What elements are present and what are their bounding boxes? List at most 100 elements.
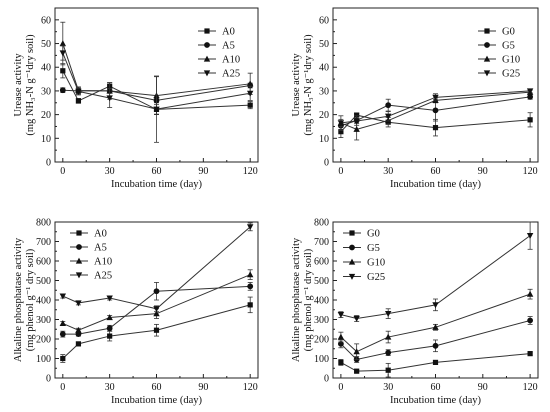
legend-label: G25 [367, 272, 385, 283]
data-point-A5 [106, 325, 113, 332]
legend-marker [484, 42, 490, 48]
series-A25 [59, 222, 254, 313]
data-point-G25 [337, 120, 345, 127]
x-tick-label: 30 [383, 166, 393, 177]
x-tick-label: 30 [105, 382, 115, 393]
y-tick-label: 100 [314, 354, 329, 365]
data-point-G5 [337, 340, 344, 347]
legend: G0 G5 G10 G25 [343, 229, 385, 283]
data-point-G0 [527, 351, 533, 357]
x-tick-label: 90 [198, 382, 208, 393]
legend-marker [348, 273, 356, 280]
data-point-G25 [432, 94, 439, 101]
data-point-A10 [106, 314, 113, 321]
chart-panel-b: 0 30 60 90 120 0 10 20 30 40 50 60 Incubation time (… [291, 7, 539, 190]
data-point-A25 [246, 224, 254, 231]
y-axis-label: Urease activity [13, 53, 24, 117]
legend-label: A5 [222, 41, 235, 52]
legend-marker [204, 42, 210, 48]
y-tick-label: 20 [319, 110, 329, 121]
data-point-A5 [59, 87, 66, 94]
y-tick-label: 200 [314, 335, 329, 346]
data-point-G5 [527, 93, 534, 100]
y-tick-label: 800 [314, 218, 329, 229]
legend-marker [349, 230, 355, 236]
data-point-G5 [527, 317, 534, 324]
data-point-G10 [337, 333, 345, 340]
legend-label: A10 [94, 257, 112, 268]
y-tick-label: 100 [36, 354, 51, 365]
legend-marker [204, 28, 210, 34]
data-point-G10 [432, 323, 439, 330]
data-point-G0 [385, 367, 391, 373]
y-tick-label: 0 [324, 374, 329, 385]
legend-marker [203, 70, 211, 77]
chart-panel-a: 0 30 60 90 120 0 10 20 30 40 50 60 Incubation time (… [13, 7, 259, 190]
x-tick-label: 90 [198, 166, 208, 177]
y-tick-label: 800 [36, 218, 51, 229]
data-point-G25 [384, 311, 392, 318]
y-tick-label: 300 [36, 315, 51, 326]
x-axis-label: Incubation time (day) [390, 179, 481, 190]
y-tick-label: 60 [319, 15, 329, 26]
y-tick-label: 700 [314, 237, 329, 248]
legend-label: G5 [367, 243, 380, 254]
legend-label: G25 [502, 69, 520, 80]
data-point-A10 [246, 271, 254, 278]
x-tick-label: 120 [523, 166, 538, 177]
data-point-G0 [354, 112, 360, 118]
x-tick-label: 0 [60, 382, 65, 393]
series-G10 [337, 288, 534, 360]
legend-marker [349, 244, 355, 251]
y-axis-label: (mg NH₃-N g⁻¹dry soil) [25, 34, 36, 136]
data-point-G10 [353, 125, 360, 132]
x-tick-label: 60 [152, 166, 162, 177]
y-tick-label: 700 [36, 237, 51, 248]
y-axis-label: Alkaline phosphatase activity [13, 237, 24, 362]
y-tick-label: 50 [319, 39, 329, 50]
series-A10 [59, 269, 254, 333]
series-G0 [338, 351, 533, 378]
data-point-A0 [153, 327, 160, 333]
data-point-A10 [246, 80, 254, 87]
y-tick-label: 60 [41, 15, 51, 26]
data-point-G0 [432, 359, 439, 365]
y-tick-label: 600 [314, 257, 329, 268]
y-tick-label: 400 [314, 296, 329, 307]
x-axis-label: Incubation time (day) [111, 395, 202, 406]
y-tick-label: 50 [41, 39, 51, 50]
y-tick-label: 20 [41, 110, 51, 121]
legend-label: A0 [222, 27, 235, 38]
data-point-G5 [385, 102, 392, 109]
data-point-A10 [75, 326, 82, 333]
legend-marker [75, 272, 83, 279]
data-point-A25 [75, 88, 82, 95]
y-tick-label: 30 [319, 86, 329, 97]
data-point-A10 [59, 40, 67, 47]
y-tick-label: 40 [41, 63, 51, 74]
y-axis-label: Alkaline phosphatase activity [291, 237, 302, 362]
legend: A0 A5 A10 A25 [70, 229, 112, 282]
legend-marker [203, 55, 211, 62]
data-point-A25 [153, 106, 160, 113]
chart-panel-d: 0 30 60 90 120 0 100 200 300 400 500 600 700 800 Incub… [291, 218, 539, 406]
series-G25 [337, 88, 534, 127]
data-point-A5 [247, 283, 254, 290]
data-point-A25 [59, 50, 67, 57]
legend-marker [484, 28, 490, 34]
x-tick-label: 30 [383, 382, 393, 393]
y-axis-label: Urease activity [291, 53, 302, 117]
data-point-A25 [106, 295, 113, 302]
data-point-G25 [526, 233, 534, 240]
data-point-A25 [153, 306, 160, 313]
legend-label: A25 [94, 271, 112, 282]
series-G5 [337, 316, 534, 363]
y-tick-label: 500 [314, 276, 329, 287]
x-tick-label: 60 [431, 382, 441, 393]
data-point-G0 [338, 359, 344, 365]
legend-label: G0 [502, 27, 515, 38]
y-axis-label: (mg phenol g⁻¹ dry soil) [25, 248, 36, 351]
y-tick-label: 200 [36, 335, 51, 346]
series-A0 [60, 296, 253, 363]
x-tick-label: 0 [338, 166, 343, 177]
